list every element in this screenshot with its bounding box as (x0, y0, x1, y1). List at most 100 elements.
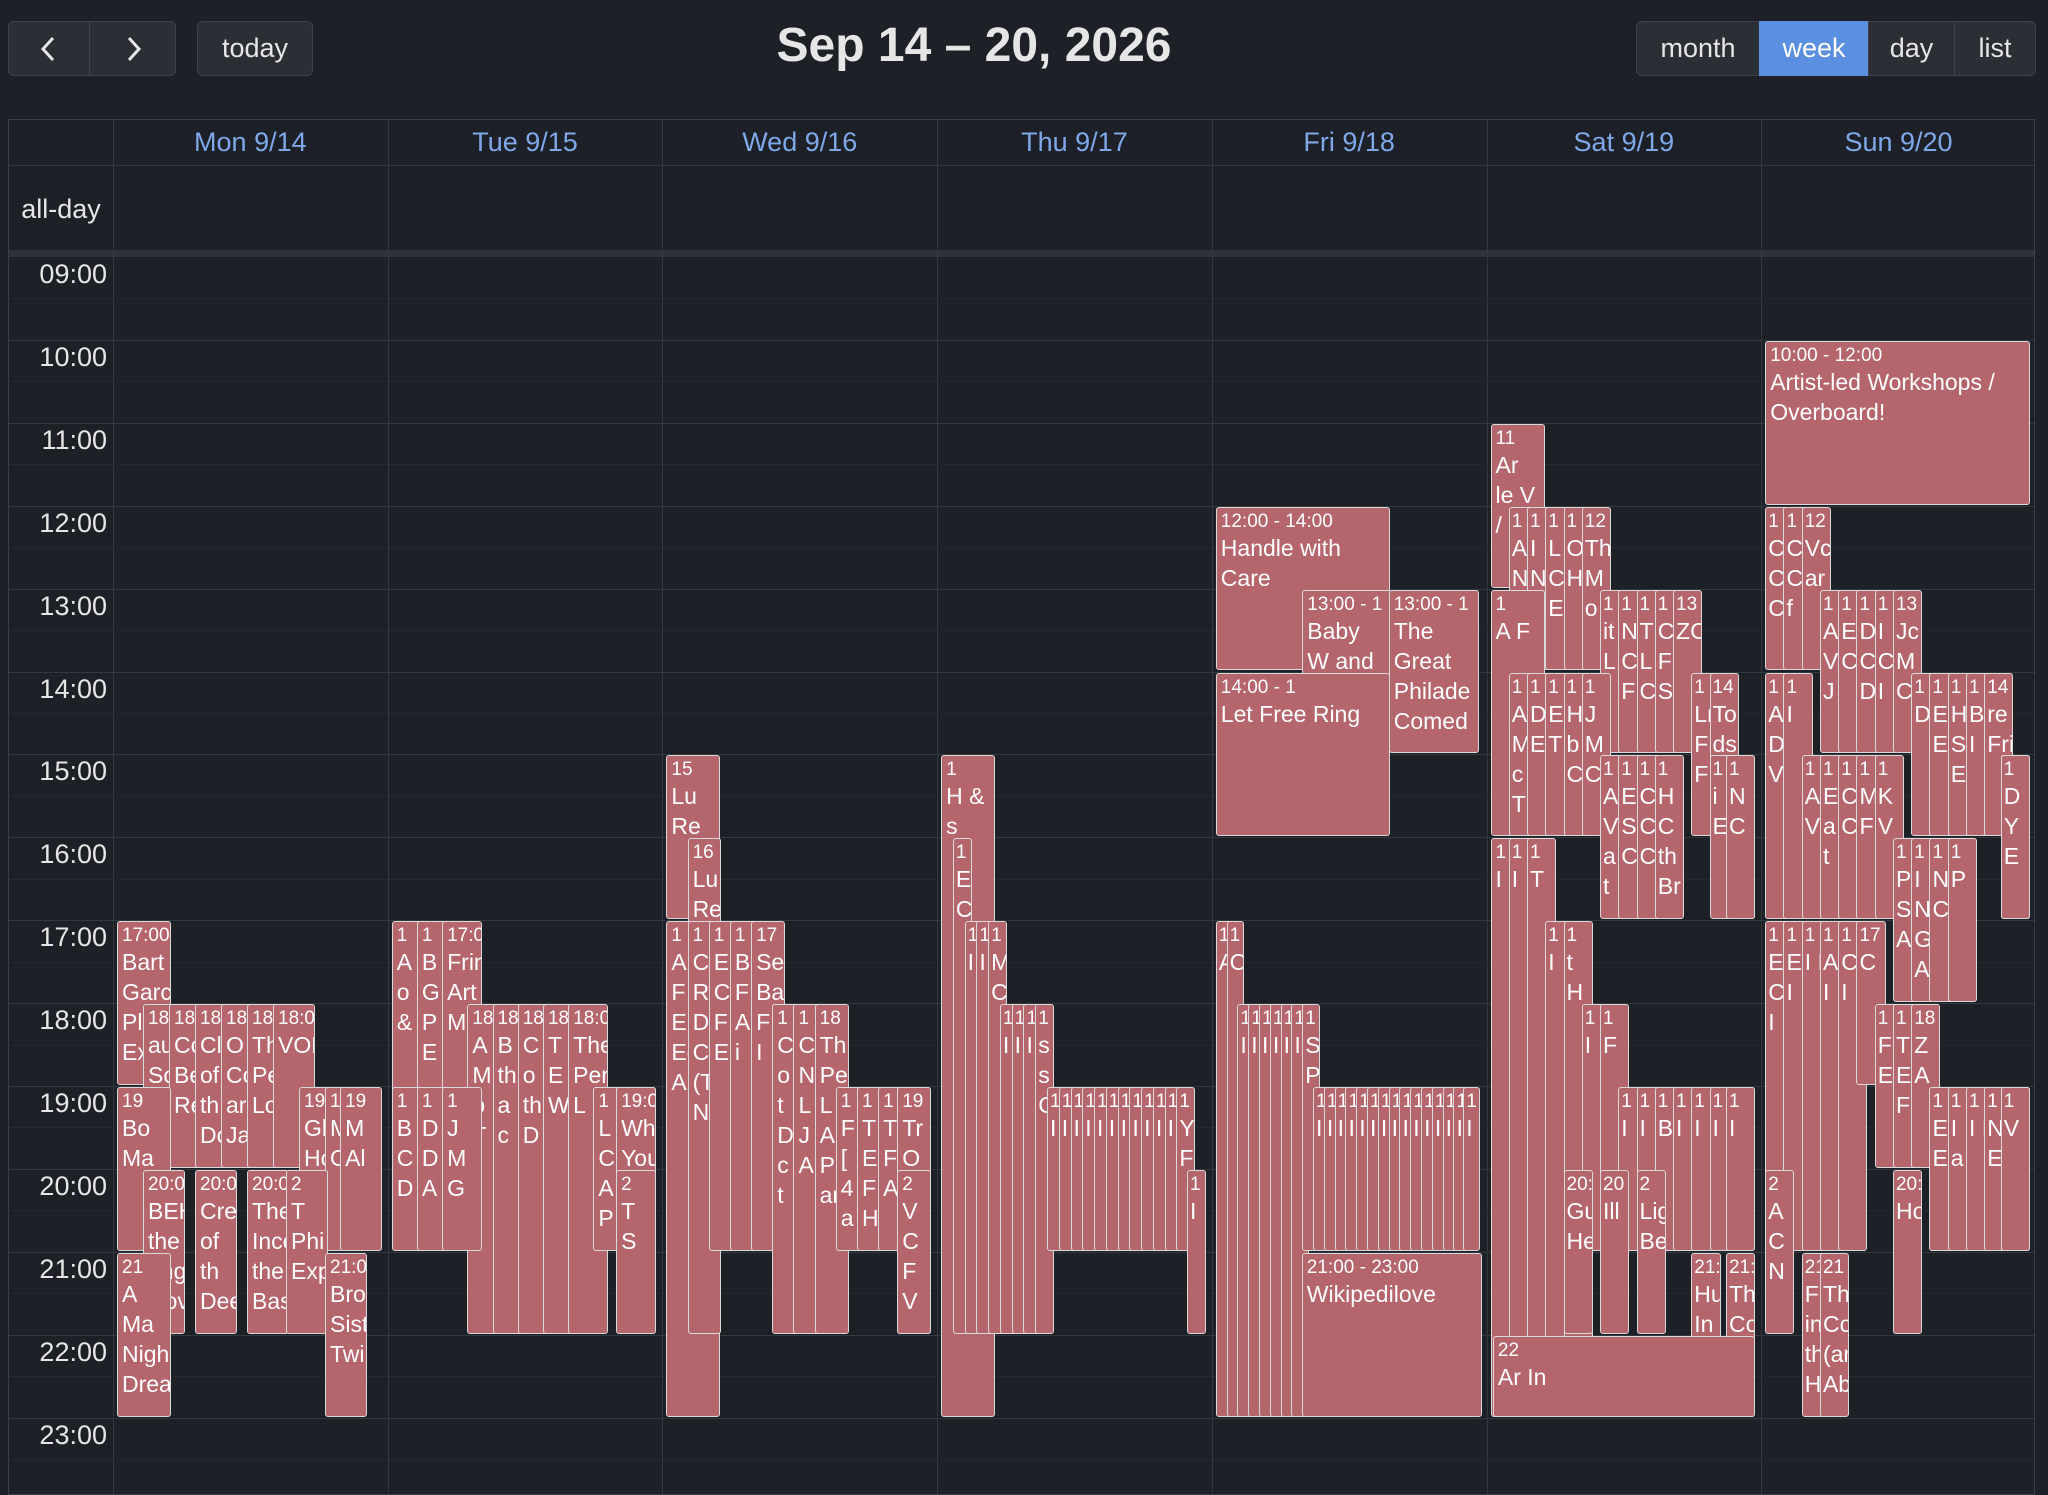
event-block[interactable]: 22 Ar In (1492, 1335, 1756, 1417)
event-title: H C th Br (1657, 783, 1681, 900)
event-time: 1 (1251, 1008, 1262, 1030)
event-time: 1 (1657, 759, 1669, 781)
event-block[interactable]: 1 J M G (442, 1087, 483, 1251)
event-block[interactable]: 21:00 - 23:00 Wikipedilove (1301, 1252, 1482, 1417)
event-title: I (1014, 1032, 1022, 1059)
day-header[interactable]: Fri 9/18 (1303, 127, 1395, 157)
view-week-button[interactable]: week (1759, 21, 1869, 76)
day-header[interactable]: Thu 9/17 (1021, 127, 1128, 157)
event-block[interactable]: 19 M Al (340, 1087, 382, 1251)
view-day-button[interactable]: day (1868, 21, 1955, 76)
event-title: C C C (1768, 534, 1785, 621)
event-time: 1 (1061, 1091, 1073, 1112)
event-block[interactable]: 20:Gu He (1563, 1169, 1593, 1334)
event-title: C C f (1786, 534, 1804, 621)
event-time: 1 (1294, 1008, 1305, 1030)
event-title: Ill (1603, 1197, 1620, 1224)
day-header[interactable]: Wed 9/16 (742, 127, 858, 157)
event-time: 18 (1914, 1008, 1936, 1030)
event-title: A V a t (1603, 783, 1619, 900)
event-block[interactable]: 11 Ar le V / (1490, 423, 1545, 588)
time-label: 11:00 (41, 424, 107, 455)
day-header[interactable]: Sat 9/19 (1573, 127, 1675, 157)
event-time: 1 (1218, 925, 1230, 947)
event-block[interactable]: 13:00 - 1 The Great Philade Comed (1388, 589, 1479, 754)
event-time: 1 (1026, 1008, 1038, 1030)
event-time: 1 (1548, 925, 1559, 947)
event-block[interactable]: 13ZC (1673, 589, 1703, 754)
view-list-button[interactable]: list (1954, 21, 2036, 76)
event-block[interactable]: 1 N C (1725, 755, 1756, 920)
header-divider (9, 165, 2034, 166)
event-title: I (1326, 1115, 1334, 1141)
event-block[interactable]: 2 A C N (1765, 1169, 1795, 1334)
event-time: 1 (1511, 510, 1523, 532)
event-time: 1 (1002, 1008, 1014, 1030)
event-block[interactable]: 17:00 Bart Garc Pl Ex (117, 921, 171, 1085)
hour-line (9, 505, 2034, 507)
event-time: 19 (345, 1091, 367, 1112)
event-title: VOL (278, 1032, 314, 1059)
event-block[interactable]: 1 D Y E (2000, 755, 2030, 920)
prev-button[interactable] (8, 21, 90, 76)
day-column-divider (113, 120, 114, 1494)
event-block[interactable]: 20:0Crea of th Dee (195, 1169, 237, 1334)
hour-line (9, 920, 2034, 922)
event-block[interactable]: 10:00 - 12:00 Artist-led Workshops / Over… (1765, 340, 2030, 505)
half-hour-line (9, 547, 2034, 549)
event-title: I (1085, 1115, 1092, 1141)
event-block[interactable]: 2Lig Be (1636, 1169, 1666, 1334)
event-block[interactable]: 14:00 - 1 Let Free Ring (1215, 672, 1390, 837)
event-block[interactable]: 21 A Ma Nigh Drea (117, 1252, 171, 1417)
event-block[interactable]: 20:00Hour (1892, 1169, 1923, 1334)
event-time: 18 (497, 1008, 519, 1030)
event-block[interactable]: 1 I I (1966, 1087, 1996, 1251)
view-month-button[interactable]: month (1636, 21, 1760, 76)
event-title: I (1283, 1032, 1290, 1059)
event-block[interactable]: 2 T S (616, 1169, 657, 1334)
day-header[interactable]: Sun 9/20 (1844, 127, 1953, 157)
event-block[interactable]: 13 Jc M C (1892, 589, 1923, 754)
event-time: 16 (692, 842, 714, 864)
event-time: 1 (692, 925, 704, 947)
day-header[interactable]: Tue 9/15 (472, 127, 578, 157)
today-button[interactable]: today (197, 21, 313, 76)
event-title: A C N (1768, 1197, 1785, 1284)
event-title: P (1950, 866, 1967, 893)
half-hour-line (9, 712, 2034, 714)
hour-line (9, 339, 2034, 341)
event-block[interactable]: 2 V C F V (897, 1169, 932, 1334)
event-title: I (1049, 1115, 1057, 1141)
event-time: 1 (861, 1091, 873, 1112)
event-block[interactable]: 21:0Brov Sist Twi (325, 1252, 367, 1417)
time-label: 20:00 (39, 1170, 107, 1201)
half-hour-line (9, 1376, 2034, 1378)
event-title: Crea of th Dee (200, 1197, 237, 1314)
event-time: 1 (1566, 925, 1578, 947)
event-title: E S C (1621, 783, 1638, 870)
event-time: 1 (1768, 676, 1779, 698)
event-time: 1 (1694, 1091, 1705, 1112)
event-time: 1 (1240, 1008, 1251, 1030)
event-title: I (1402, 1115, 1409, 1141)
next-button[interactable] (89, 21, 176, 76)
event-block[interactable]: 20 Ill (1600, 1169, 1630, 1334)
event-title: The Great Philade Comed (1393, 617, 1471, 734)
event-title: K V (1877, 783, 1894, 840)
day-header[interactable]: Mon 9/14 (194, 127, 307, 157)
time-label: 22:00 (39, 1336, 107, 1367)
event-time: 19 (902, 1091, 924, 1112)
event-title: E C I (1768, 949, 1785, 1036)
